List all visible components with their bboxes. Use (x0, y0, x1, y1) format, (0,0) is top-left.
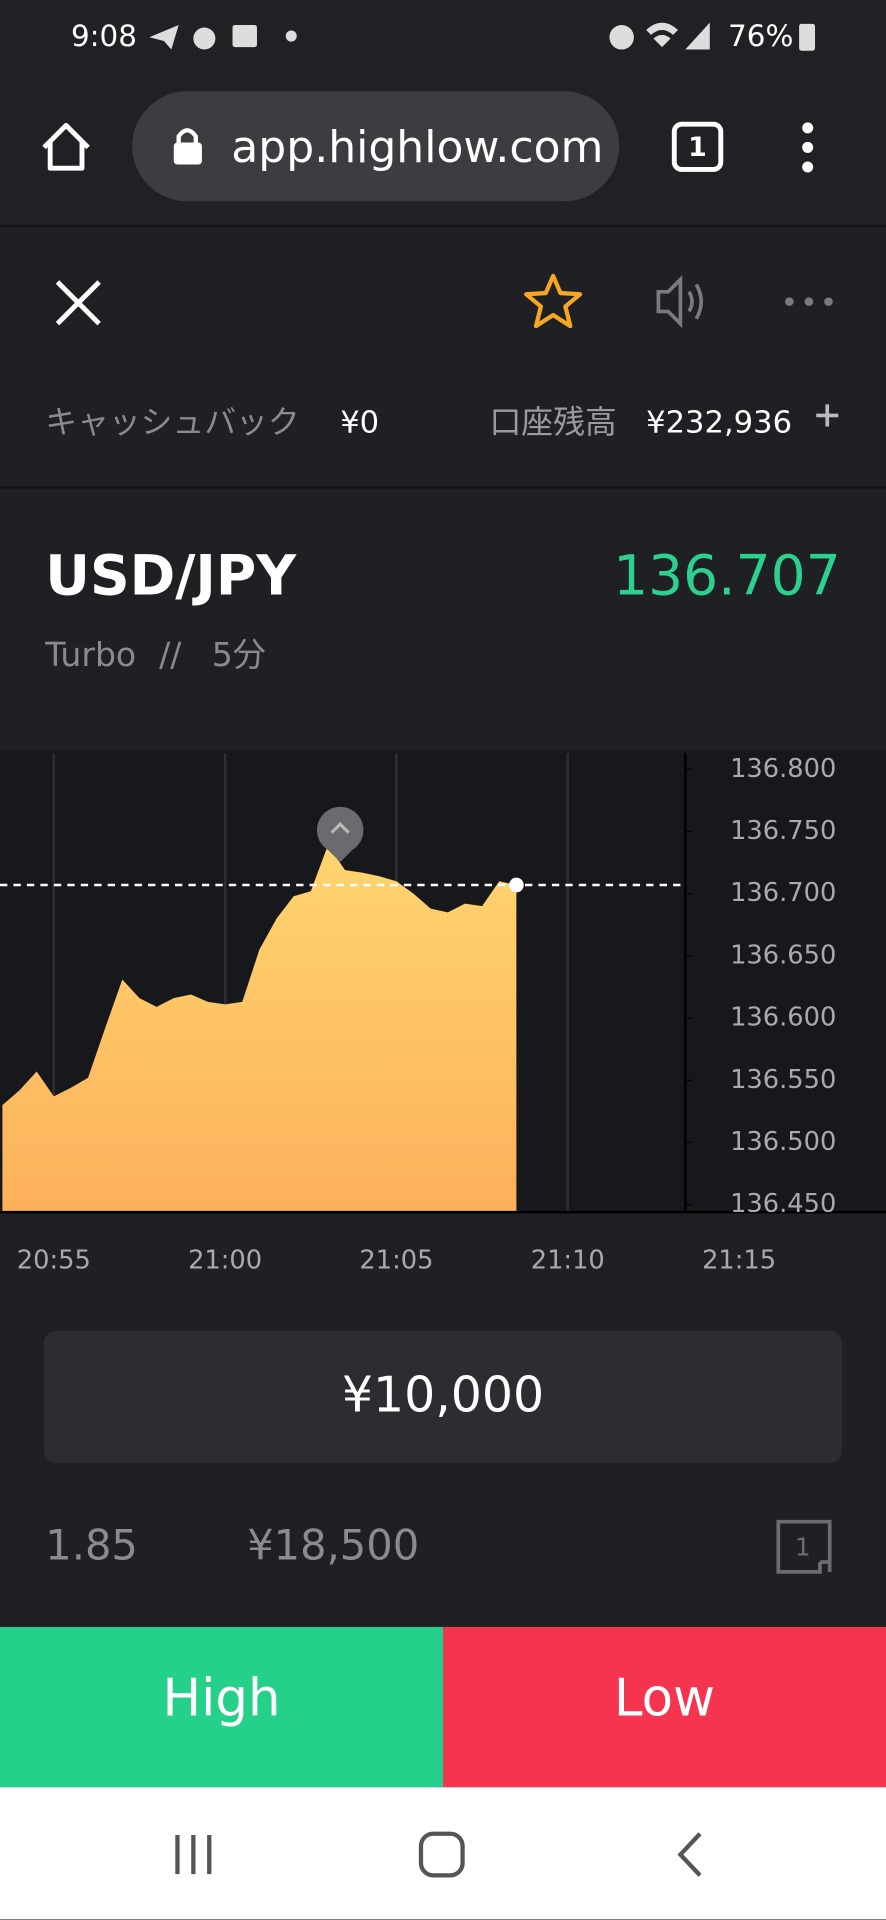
balance-value: ¥232,936 (646, 405, 792, 440)
cashback-label: キャッシュバック (45, 403, 299, 441)
navigation-bar (0, 1787, 886, 1920)
current-price-dot (509, 877, 524, 893)
notification-icons (149, 25, 297, 50)
tab-count: 1 (688, 132, 707, 163)
product-name: Turbo (44, 635, 136, 674)
x-tick-label: 21:00 (188, 1246, 262, 1276)
deposit-button[interactable] (816, 404, 839, 427)
price-area (2, 845, 517, 1213)
home-button[interactable] (42, 122, 90, 171)
status-bar (0, 0, 886, 72)
low-button[interactable] (443, 1626, 886, 1788)
cashback-value: ¥0 (340, 405, 379, 440)
x-tick-label: 20:55 (17, 1246, 91, 1276)
marker-chevron (330, 821, 350, 834)
close-button[interactable] (55, 280, 101, 326)
clock: 9:08 (71, 19, 137, 53)
x-tick-label: 21:15 (702, 1246, 776, 1276)
y-tick-label: 136.600 (730, 1003, 836, 1033)
y-tick-label: 136.700 (730, 878, 836, 908)
duration: 5分 (212, 635, 266, 674)
high-marker (316, 806, 364, 863)
browser-menu[interactable] (802, 122, 814, 173)
ticket-count: 1 (795, 1533, 811, 1562)
more-button[interactable] (785, 297, 833, 306)
high-label[interactable]: High (162, 1669, 280, 1729)
marker-shape (316, 806, 364, 863)
asset-price: 136.707 (613, 544, 841, 608)
y-tick-label: 136.450 (730, 1189, 836, 1219)
x-tick-label: 21:05 (359, 1246, 433, 1276)
back-button[interactable] (677, 1832, 702, 1877)
battery-level: 76% (728, 19, 793, 53)
home-nav-button[interactable] (418, 1831, 465, 1878)
chart: 20:55 21:00 21:05 21:10 21:15136.800136.7501… (0, 753, 886, 1276)
high-button[interactable] (0, 1626, 443, 1788)
asset-name: USD/JPY (45, 544, 297, 608)
sound-button[interactable] (656, 275, 704, 329)
url[interactable]: app.highlow.com (231, 122, 603, 173)
y-tick-label: 136.550 (730, 1065, 836, 1095)
address-bar[interactable] (132, 91, 620, 202)
recents-button[interactable] (175, 1834, 212, 1875)
amount: ¥10,000 (342, 1367, 544, 1424)
amount-input[interactable] (44, 1330, 842, 1463)
battery-icon (799, 23, 816, 51)
payout-rate: 1.85 (45, 1521, 138, 1570)
y-tick-label: 136.750 (730, 816, 836, 846)
system-icons (609, 22, 710, 50)
x-tick-label: 21:10 (531, 1246, 605, 1276)
low-label[interactable]: Low (614, 1669, 715, 1729)
balance-label: 口座残高 (490, 403, 617, 441)
lock-icon (173, 128, 202, 165)
y-tick-labels: 136.800 136.750 136.700 136.650 136.600 136.5… (685, 754, 836, 1219)
favorite-button[interactable] (524, 273, 583, 329)
one-click-button[interactable] (776, 1519, 832, 1574)
separator: // (159, 635, 182, 674)
payout-amount: ¥18,500 (247, 1521, 419, 1570)
y-tick-label: 136.500 (730, 1127, 836, 1157)
tabs-button[interactable] (671, 121, 724, 172)
y-tick-label: 136.800 (730, 754, 836, 784)
y-tick-label: 136.650 (730, 940, 836, 970)
